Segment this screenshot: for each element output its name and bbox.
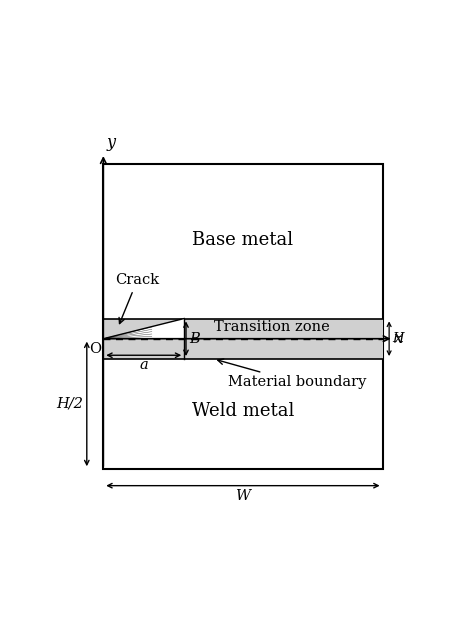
Text: Transition zone: Transition zone xyxy=(213,320,329,334)
Text: a: a xyxy=(139,358,148,372)
Text: B: B xyxy=(190,332,201,346)
Text: O: O xyxy=(90,342,101,355)
Text: H: H xyxy=(392,332,403,345)
Text: Weld metal: Weld metal xyxy=(192,403,294,420)
Text: Crack: Crack xyxy=(115,273,159,323)
Text: x: x xyxy=(394,330,403,347)
Text: Base metal: Base metal xyxy=(192,232,293,249)
Text: Material boundary: Material boundary xyxy=(218,359,366,389)
Polygon shape xyxy=(103,318,383,359)
Text: H/2: H/2 xyxy=(56,397,83,411)
Polygon shape xyxy=(103,318,184,339)
Text: W: W xyxy=(236,489,250,503)
Text: y: y xyxy=(107,135,116,151)
